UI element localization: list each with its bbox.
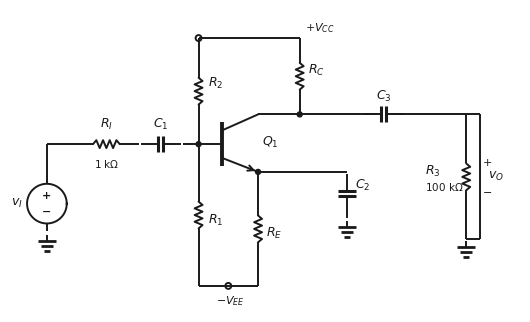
Text: +: + (42, 191, 51, 201)
Text: $+V_{CC}$: $+V_{CC}$ (305, 21, 334, 35)
Text: $C_1$: $C_1$ (153, 117, 169, 132)
Text: $100\ \mathrm{k\Omega}$: $100\ \mathrm{k\Omega}$ (425, 181, 463, 193)
Text: $R_1$: $R_1$ (208, 213, 224, 228)
Text: $C_3$: $C_3$ (376, 89, 392, 103)
Text: $R_2$: $R_2$ (208, 76, 224, 91)
Text: $Q_1$: $Q_1$ (262, 135, 279, 150)
Text: $R_E$: $R_E$ (266, 226, 282, 242)
Circle shape (196, 142, 201, 147)
Text: $+$: $+$ (482, 157, 492, 168)
Text: $-$: $-$ (482, 186, 492, 196)
Text: −: − (42, 206, 51, 217)
Text: $v_O$: $v_O$ (488, 170, 504, 184)
Text: $R_I$: $R_I$ (100, 117, 113, 132)
Text: $R_C$: $R_C$ (307, 63, 324, 78)
Circle shape (297, 112, 302, 117)
Text: $C_2$: $C_2$ (355, 178, 370, 193)
Text: $1\ \mathrm{k\Omega}$: $1\ \mathrm{k\Omega}$ (94, 158, 119, 170)
Text: $v_I$: $v_I$ (11, 197, 23, 210)
Text: $-V_{EE}$: $-V_{EE}$ (216, 294, 245, 308)
Circle shape (255, 169, 261, 175)
Text: $R_3$: $R_3$ (425, 164, 440, 179)
